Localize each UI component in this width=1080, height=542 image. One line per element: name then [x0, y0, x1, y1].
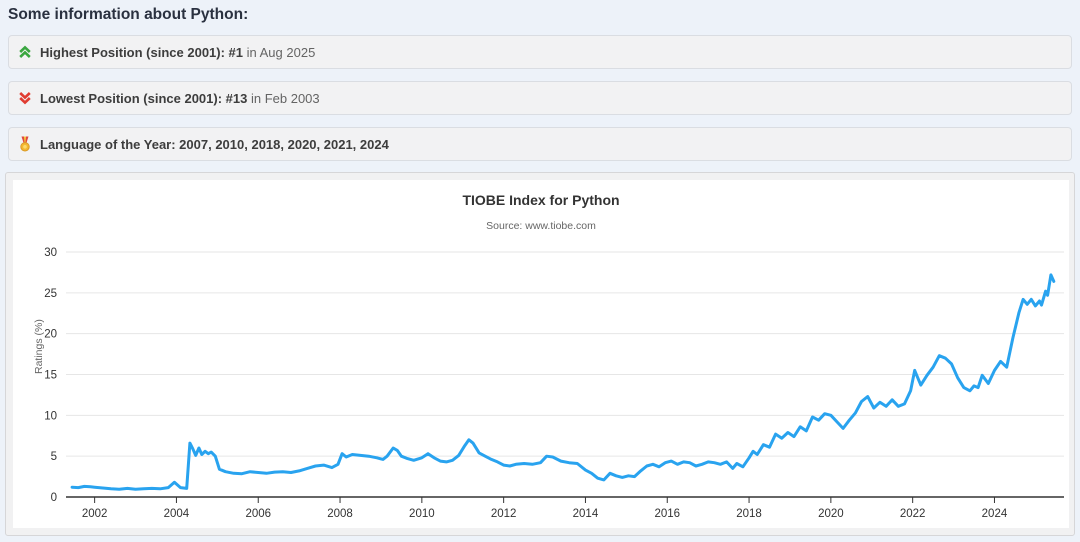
chart-panel: TIOBE Index for Python Source: www.tiobe… — [5, 172, 1075, 536]
chart-subtitle: Source: www.tiobe.com — [486, 220, 596, 232]
y-tick-label: 20 — [44, 329, 57, 341]
info-card-text: Lowest Position (since 2001): #13 in Feb… — [40, 90, 320, 106]
x-tick-label: 2014 — [573, 508, 599, 520]
tiobe-chart: TIOBE Index for Python Source: www.tiobe… — [13, 180, 1069, 528]
x-tick-label: 2002 — [82, 508, 108, 520]
chevrons-up-icon — [18, 45, 32, 59]
x-tick-label: 2020 — [818, 508, 844, 520]
x-tick-label: 2024 — [982, 508, 1008, 520]
x-tick-label: 2012 — [491, 508, 517, 520]
chevrons-down-icon — [18, 91, 32, 105]
y-tick-label: 15 — [44, 370, 57, 382]
y-tick-label: 10 — [44, 410, 57, 422]
chart-plot[interactable]: 0 5 10 15 20 25 30 2002 2004 2006 2008 2010 2012 2014… — [13, 180, 1069, 528]
x-tick-label: 2004 — [164, 508, 190, 520]
x-tick-label: 2006 — [245, 508, 271, 520]
info-card-language-of-year: Language of the Year: 2007, 2010, 2018, … — [8, 127, 1072, 161]
info-card-text: Language of the Year: 2007, 2010, 2018, … — [40, 136, 389, 152]
medal-icon — [18, 136, 32, 152]
chart-title: TIOBE Index for Python — [462, 192, 620, 208]
series-line-python[interactable] — [70, 273, 1056, 491]
y-tick-label: 25 — [44, 288, 57, 300]
info-card-lowest-position: Lowest Position (since 2001): #13 in Feb… — [8, 81, 1072, 115]
x-tick-label: 2008 — [327, 508, 353, 520]
y-tick-label: 0 — [51, 492, 57, 504]
y-tick-label: 5 — [51, 451, 57, 463]
y-tick-label: 30 — [44, 247, 57, 259]
page-title: Some information about Python: — [8, 6, 249, 23]
x-tick-label: 2010 — [409, 508, 435, 520]
info-card-text: Highest Position (since 2001): #1 in Aug… — [40, 44, 316, 60]
info-card-highest-position: Highest Position (since 2001): #1 in Aug… — [8, 35, 1072, 69]
x-tick-label: 2018 — [736, 508, 762, 520]
x-tick-label: 2016 — [654, 508, 680, 520]
x-tick-label: 2022 — [900, 508, 926, 520]
